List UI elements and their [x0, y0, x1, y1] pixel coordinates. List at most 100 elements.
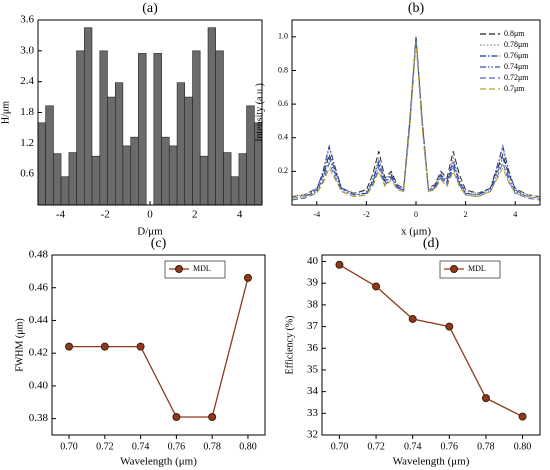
panel-title: (c)	[151, 236, 167, 251]
bar	[45, 105, 54, 206]
y-tick-label: 40	[307, 255, 319, 267]
x-axis-label: D/μm	[137, 226, 163, 238]
y-axis-label: H/μm	[0, 101, 11, 124]
y-tick-label: 1.2	[20, 137, 34, 149]
bar	[138, 53, 147, 206]
panel-title: (a)	[142, 1, 158, 16]
bar	[184, 96, 193, 206]
y-tick-label: 35	[307, 363, 319, 375]
bar	[122, 145, 132, 206]
y-tick-label: 0.42	[29, 347, 48, 359]
x-tick-label: 0.76	[441, 441, 459, 452]
x-tick-label: 0.72	[96, 441, 114, 452]
x-tick-label: 0.70	[331, 441, 349, 452]
marker	[136, 342, 145, 351]
y-axis-label: FWHM (μm)	[14, 318, 25, 371]
bar	[107, 96, 116, 206]
bar	[230, 176, 240, 206]
x-tick-label: 0	[147, 209, 153, 221]
x-tick-label: 0.74	[404, 441, 422, 452]
x-axis-label: Wavelength (μm)	[393, 456, 470, 468]
legend-marker	[450, 265, 458, 273]
series-line	[291, 36, 541, 198]
marker	[65, 342, 74, 351]
bar	[153, 53, 162, 206]
y-tick-label: 32	[307, 429, 318, 441]
y-tick-label: 0.48	[29, 249, 49, 261]
bar	[176, 82, 186, 206]
marker	[518, 412, 527, 421]
legend-label: 0.78μm	[504, 40, 529, 49]
x-tick-label: -4	[313, 210, 320, 219]
y-tick-label: 0.38	[29, 412, 49, 424]
y-tick-label: 36	[307, 342, 319, 354]
bar	[199, 155, 209, 206]
x-tick-label: 0.72	[367, 441, 385, 452]
marker	[481, 394, 490, 403]
y-tick-label: 39	[307, 277, 319, 289]
y-tick-label: 3.6	[20, 14, 34, 26]
bar	[114, 82, 124, 206]
legend-box	[476, 26, 536, 98]
legend-label: 0.76μm	[504, 51, 529, 60]
bar	[207, 27, 216, 206]
plot-frame	[291, 19, 541, 206]
series-line	[291, 41, 541, 199]
x-tick-label: 4	[513, 210, 517, 219]
x-tick-label: 0.78	[477, 441, 495, 452]
series-line	[291, 36, 541, 199]
legend-label: 0.8μm	[504, 29, 525, 38]
x-tick-label: 2	[192, 209, 198, 221]
y-tick-label: 37	[307, 320, 319, 332]
panel-title: (d)	[423, 236, 440, 251]
series-line	[69, 277, 249, 418]
bar	[84, 27, 93, 206]
x-tick-label: 0.80	[239, 441, 257, 452]
y-tick-label: 0.46	[29, 281, 49, 293]
x-tick-label: -2	[363, 210, 370, 219]
panel: (a) D/μm H/μm 0.6 1.2 1.8 2.4 3.0 3.6 -4 -2 0 2 4	[0, 1, 263, 238]
bar	[161, 136, 170, 206]
x-tick-label: 0.80	[514, 441, 532, 452]
bar	[68, 152, 77, 206]
y-tick-label: 3.0	[20, 44, 34, 56]
panel: (b) x (μm) Intensity (a.u.) 0.2 0.4 0.6 0.8 1.0…	[254, 1, 541, 238]
x-tick-label: 0	[414, 210, 418, 219]
legend-label: 0.72μm	[504, 73, 529, 82]
plot-frame	[51, 254, 266, 436]
y-tick-label: 0.6	[278, 99, 288, 108]
legend-label: 0.7μm	[504, 84, 525, 93]
y-tick-label: 1.8	[20, 106, 34, 118]
y-tick-label: 38	[307, 298, 319, 310]
panel: (d) Wavelength (μm) Efficiency (%) 32 33 34 35…	[284, 236, 541, 468]
x-tick-label: 0.76	[168, 441, 186, 452]
bar	[99, 50, 108, 206]
legend-label: MDL	[468, 264, 486, 273]
plot-frame	[37, 19, 263, 206]
bar	[168, 145, 178, 206]
x-tick-label: 0.74	[132, 441, 150, 452]
series-line	[291, 40, 541, 201]
y-tick-label: 34	[307, 385, 319, 397]
y-tick-label: 0.40	[29, 379, 49, 391]
panel-title: (b)	[408, 1, 425, 16]
y-axis-label: Efficiency (%)	[284, 316, 295, 375]
x-axis-label: x (μm)	[401, 226, 431, 238]
marker	[243, 273, 252, 282]
y-tick-label: 0.4	[278, 133, 288, 142]
bar	[76, 50, 85, 206]
plot-frame	[321, 254, 541, 436]
legend-marker	[175, 265, 183, 273]
marker	[445, 322, 454, 331]
x-axis-label: Wavelength (μm)	[120, 456, 197, 468]
x-tick-label: 0.78	[203, 441, 221, 452]
bar	[53, 153, 62, 206]
marker	[372, 282, 381, 291]
bar	[223, 152, 232, 206]
x-tick-label: 2	[464, 210, 468, 219]
bar	[192, 50, 201, 206]
legend-label: MDL	[193, 264, 211, 273]
y-axis-label: Intensity (a.u.)	[254, 83, 265, 142]
x-tick-label: -4	[56, 209, 66, 221]
